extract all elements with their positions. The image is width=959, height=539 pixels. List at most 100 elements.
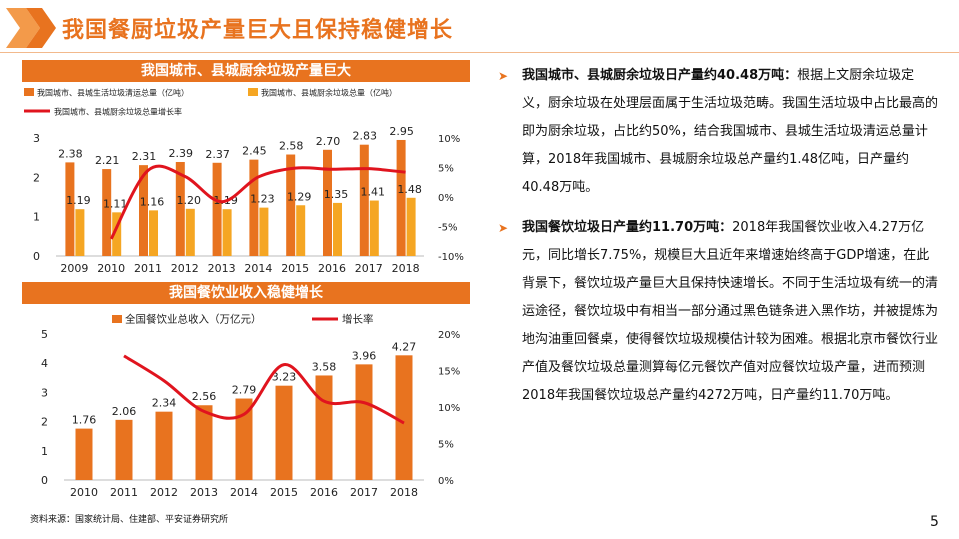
legend-label: 我国城市、县城厨余垃圾总量增长率 bbox=[54, 107, 182, 117]
bar bbox=[185, 208, 195, 256]
data-label: 1.19 bbox=[66, 194, 91, 207]
x-tick-label: 2018 bbox=[392, 262, 420, 275]
bullet-2-body: 我国餐饮垃圾日产量约11.70万吨：2018年我国餐饮业收入4.27万亿元，同比… bbox=[522, 214, 938, 410]
chart2-title: 我国餐饮业收入稳健增长 bbox=[22, 282, 470, 304]
data-label: 2.58 bbox=[279, 140, 304, 153]
data-label: 2.37 bbox=[205, 148, 230, 161]
y2-tick-label: 0% bbox=[438, 193, 454, 204]
data-label: 2.56 bbox=[192, 390, 217, 403]
x-tick-label: 2014 bbox=[230, 486, 258, 499]
bar bbox=[395, 355, 413, 480]
bar bbox=[115, 419, 133, 480]
bar bbox=[406, 197, 416, 256]
bullet-2-lead: 我国餐饮垃圾日产量约11.70万吨： bbox=[522, 220, 733, 235]
bullet-1-text: 根据上文厨余垃圾定义，厨余垃圾在处理层面属于生活垃圾范畴。我国生活垃圾中占比最高… bbox=[522, 68, 939, 195]
bar bbox=[222, 209, 232, 256]
x-tick-label: 2013 bbox=[208, 262, 236, 275]
bar bbox=[286, 154, 296, 256]
x-tick-label: 2012 bbox=[171, 262, 199, 275]
bar bbox=[396, 139, 406, 256]
data-label: 2.34 bbox=[152, 397, 177, 410]
x-tick-label: 2015 bbox=[270, 486, 298, 499]
data-label: 2.45 bbox=[242, 145, 267, 158]
legend-label: 增长率 bbox=[342, 313, 374, 326]
legend-label: 我国城市、县城厨余垃圾总量（亿吨） bbox=[261, 88, 397, 98]
y2-tick-label: 20% bbox=[438, 330, 460, 341]
bar bbox=[149, 210, 158, 256]
data-label: 2.31 bbox=[132, 150, 157, 163]
x-tick-label: 2014 bbox=[244, 262, 272, 275]
data-label: 1.23 bbox=[250, 193, 275, 206]
bar bbox=[333, 202, 342, 256]
data-label: 1.41 bbox=[361, 186, 386, 199]
data-label: 4.27 bbox=[392, 340, 417, 353]
bar bbox=[139, 165, 148, 256]
x-tick-label: 2013 bbox=[190, 486, 218, 499]
bar bbox=[296, 205, 306, 256]
y2-tick-label: -10% bbox=[438, 252, 464, 263]
data-label: 2.95 bbox=[389, 125, 414, 138]
data-label: 3.58 bbox=[312, 360, 337, 373]
y2-tick-label: 10% bbox=[438, 134, 460, 145]
arrow-bullet-icon: ➤ bbox=[498, 69, 509, 83]
source-note: 资料来源：国家统计局、住建部、平安证券研究所 bbox=[30, 515, 229, 525]
data-label: 1.29 bbox=[287, 190, 312, 203]
growth-line bbox=[109, 164, 406, 240]
y2-tick-label: 0% bbox=[438, 476, 454, 487]
bullet-2-text: 2018年我国餐饮业收入4.27万亿元，同比增长7.75%，规模巨大且近年来增速… bbox=[522, 220, 939, 403]
x-tick-label: 2016 bbox=[318, 262, 346, 275]
legend-label: 我国城市、县城生活垃圾清运总量（亿吨） bbox=[37, 88, 189, 98]
legend-bar-swatch bbox=[24, 88, 34, 96]
y-tick-label: 5 bbox=[41, 328, 48, 341]
bar bbox=[235, 398, 253, 480]
bar bbox=[369, 200, 379, 256]
x-tick-label: 2015 bbox=[281, 262, 309, 275]
legend-bar-swatch bbox=[112, 315, 122, 323]
y-tick-label: 1 bbox=[33, 211, 40, 224]
data-label: 2.83 bbox=[353, 130, 378, 143]
data-label: 2.21 bbox=[95, 154, 120, 167]
x-tick-label: 2011 bbox=[110, 486, 138, 499]
y-tick-label: 4 bbox=[41, 357, 48, 370]
bar bbox=[359, 144, 369, 256]
bar bbox=[275, 385, 293, 480]
page-title: 我国餐厨垃圾产量巨大且保持稳健增长 bbox=[62, 18, 454, 43]
x-tick-label: 2010 bbox=[70, 486, 98, 499]
page-number: 5 bbox=[930, 514, 939, 530]
x-tick-label: 2016 bbox=[310, 486, 338, 499]
y2-tick-label: -5% bbox=[438, 223, 457, 234]
y2-tick-label: 5% bbox=[438, 440, 454, 451]
y-tick-label: 0 bbox=[33, 250, 40, 263]
chart2: 全国餐饮业总收入（万亿元） 增长率 0 1 2 3 4 5 0% 5% 10% 15% 20% 2010 1… bbox=[41, 313, 460, 500]
bar bbox=[195, 405, 213, 480]
bar bbox=[175, 161, 185, 256]
y-tick-label: 2 bbox=[33, 171, 40, 184]
text-panel: ➤ 我国城市、县城厨余垃圾日产量约40.48万吨：根据上文厨余垃圾定义，厨余垃圾… bbox=[498, 62, 938, 422]
data-label: 1.20 bbox=[177, 194, 202, 207]
data-label: 1.76 bbox=[72, 414, 97, 427]
x-tick-label: 2017 bbox=[355, 262, 383, 275]
bar bbox=[155, 411, 173, 480]
bar bbox=[65, 162, 75, 256]
data-label: 2.39 bbox=[169, 147, 194, 160]
corner-decoration-icon bbox=[6, 8, 56, 48]
legend-label: 全国餐饮业总收入（万亿元） bbox=[125, 313, 262, 326]
data-label: 2.38 bbox=[58, 147, 83, 160]
data-label: 2.06 bbox=[112, 405, 137, 418]
y2-tick-label: 10% bbox=[438, 403, 460, 414]
y-tick-label: 0 bbox=[41, 474, 48, 487]
data-label: 2.70 bbox=[316, 135, 341, 148]
chart1: 我国城市、县城生活垃圾清运总量（亿吨） 我国城市、县城厨余垃圾总量（亿吨） 我国城市… bbox=[24, 88, 464, 275]
title-divider bbox=[0, 52, 959, 53]
bar bbox=[212, 162, 222, 256]
x-tick-label: 2009 bbox=[60, 262, 88, 275]
bar bbox=[323, 149, 332, 256]
y-tick-label: 3 bbox=[41, 386, 48, 399]
x-tick-label: 2017 bbox=[350, 486, 378, 499]
chart1-title: 我国城市、县城厨余垃圾产量巨大 bbox=[22, 60, 470, 82]
bar bbox=[249, 159, 259, 256]
bar bbox=[75, 209, 85, 256]
bullet-1: ➤ 我国城市、县城厨余垃圾日产量约40.48万吨：根据上文厨余垃圾定义，厨余垃圾… bbox=[498, 62, 938, 202]
y-tick-label: 2 bbox=[41, 416, 48, 429]
x-tick-label: 2012 bbox=[150, 486, 178, 499]
